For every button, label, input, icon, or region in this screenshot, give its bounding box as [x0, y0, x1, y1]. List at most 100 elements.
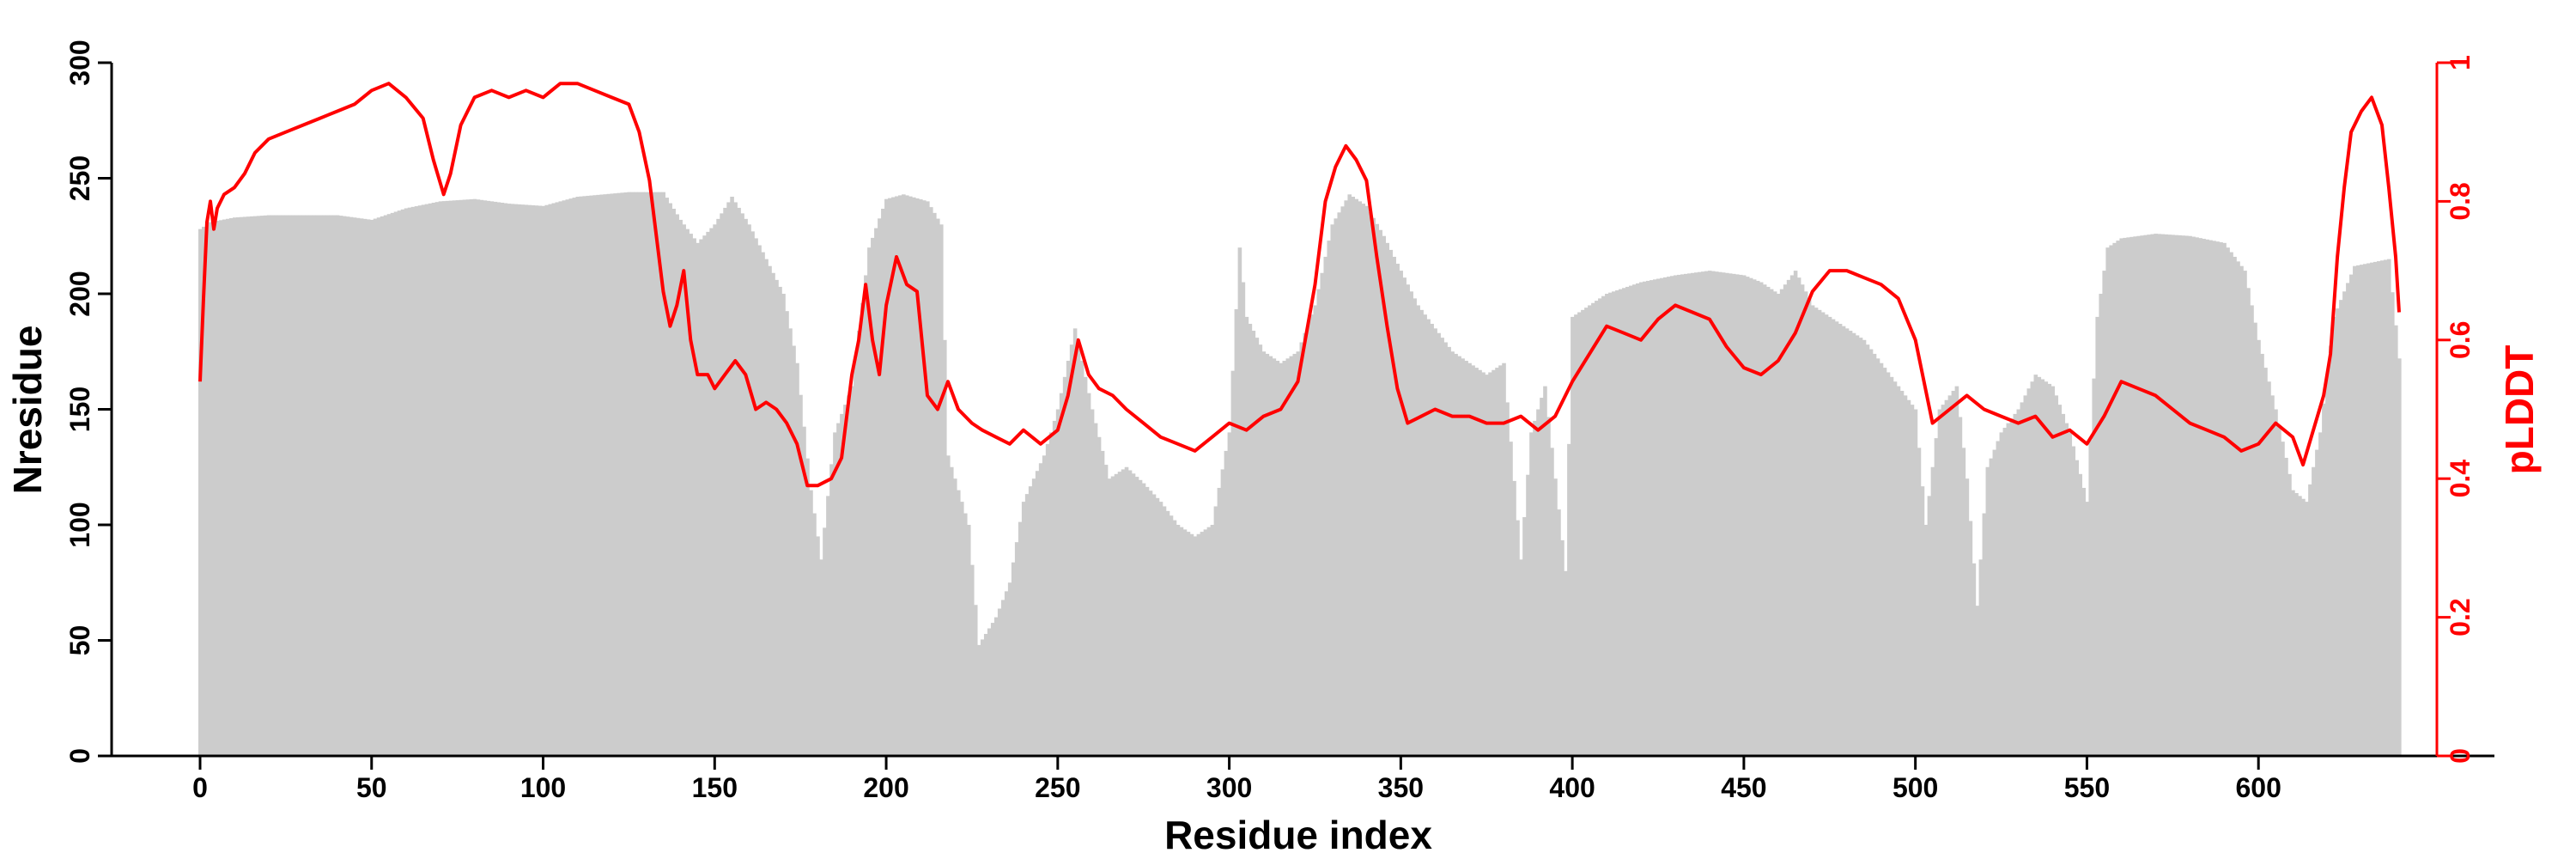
- nresidue-bar: [2294, 493, 2299, 756]
- nresidue-bar: [1789, 275, 1795, 757]
- nresidue-bar: [1086, 393, 1091, 756]
- nresidue-bar: [963, 513, 968, 756]
- nresidue-bar: [630, 192, 635, 756]
- nresidue-bar: [1478, 369, 1482, 756]
- nresidue-bar: [1996, 441, 2001, 756]
- nresidue-bar: [2033, 375, 2038, 756]
- nresidue-bar: [1430, 323, 1434, 756]
- nresidue-bar: [1454, 353, 1458, 756]
- nresidue-bar: [905, 195, 909, 757]
- nresidue-bar: [1193, 536, 1198, 756]
- nresidue-bar: [620, 192, 625, 757]
- nresidue-bar: [744, 218, 748, 757]
- nresidue-bar: [627, 192, 632, 756]
- nresidue-bar: [1097, 436, 1102, 756]
- nresidue-bar: [1110, 476, 1115, 756]
- nresidue-bar: [1738, 274, 1743, 756]
- nresidue-bar: [1529, 432, 1534, 756]
- nresidue-bar: [1378, 229, 1382, 756]
- nresidue-bar: [1615, 289, 1619, 757]
- nresidue-bar: [2198, 238, 2202, 756]
- nresidue-bar: [1186, 532, 1191, 756]
- nresidue-bar: [1121, 469, 1126, 756]
- nresidue-bar: [208, 222, 213, 756]
- nresidue-bar: [1447, 346, 1451, 756]
- nresidue-bar: [242, 216, 247, 757]
- nresidue-bar: [1409, 291, 1413, 756]
- nresidue-bar: [1906, 399, 1911, 756]
- nresidue-bar: [1693, 272, 1698, 756]
- nresidue-bar: [1117, 472, 1122, 756]
- nresidue-bar: [1540, 398, 1544, 756]
- nresidue-bar: [1944, 399, 1949, 756]
- nresidue-bar: [2167, 235, 2172, 756]
- nresidue-bar: [1779, 289, 1784, 756]
- y-right-tick-label: 0.6: [2445, 321, 2476, 359]
- nresidue-bar: [359, 218, 364, 756]
- nresidue-bar: [1800, 284, 1805, 756]
- nresidue-bar: [802, 426, 806, 756]
- nresidue-bar: [1855, 335, 1860, 756]
- nresidue-bar: [1741, 275, 1747, 757]
- nresidue-bar: [1622, 288, 1626, 756]
- nresidue-bar: [1838, 323, 1843, 756]
- nresidue-bar: [445, 200, 450, 757]
- nresidue-bar: [1676, 274, 1681, 756]
- nresidue-bar: [836, 423, 841, 756]
- nresidue-bar: [1234, 308, 1239, 756]
- nresidue-bar: [434, 202, 440, 756]
- nresidue-bar: [307, 215, 313, 757]
- nresidue-bar: [1899, 390, 1905, 756]
- nresidue-bar: [1492, 369, 1496, 756]
- nresidue-bar: [1745, 277, 1750, 757]
- nresidue-bar: [1285, 358, 1291, 756]
- nresidue-bar: [1364, 205, 1370, 756]
- nresidue-bar: [2105, 247, 2110, 756]
- nresidue-bar: [2342, 291, 2347, 756]
- x-tick-label: 500: [1893, 772, 1938, 803]
- nresidue-bar: [1079, 361, 1084, 756]
- nresidue-bar: [1683, 273, 1688, 756]
- nresidue-bar: [805, 458, 810, 756]
- nresidue-bar: [352, 217, 357, 757]
- nresidue-bar: [1141, 483, 1146, 756]
- nresidue-bar: [1982, 513, 1987, 756]
- nresidue-bar: [1717, 271, 1722, 757]
- nresidue-bar: [1710, 271, 1716, 756]
- nresidue-bar: [1707, 271, 1712, 757]
- nresidue-bar: [819, 559, 823, 756]
- nresidue-bar: [1419, 309, 1424, 757]
- nresidue-bar: [1848, 331, 1853, 756]
- nresidue-bar: [1495, 368, 1499, 756]
- nresidue-bar: [2075, 460, 2080, 756]
- nresidue-bar: [1796, 277, 1801, 756]
- nresidue-bar: [1858, 338, 1863, 756]
- nresidue-bar: [1296, 351, 1301, 756]
- nresidue-bar: [2047, 383, 2052, 756]
- y-right-axis-title: pLDDT: [2497, 345, 2542, 475]
- nresidue-bar: [1323, 256, 1328, 757]
- nresidue-bar: [1464, 361, 1468, 756]
- nresidue-bar: [2092, 378, 2097, 756]
- nresidue-bar: [1958, 417, 1963, 756]
- nresidue-bar: [1083, 376, 1088, 756]
- nresidue-bar: [1066, 361, 1071, 756]
- nresidue-bar: [1217, 487, 1222, 756]
- nresidue-bar: [441, 201, 447, 756]
- nresidue-bar: [1244, 316, 1249, 756]
- nresidue-bar: [898, 195, 902, 756]
- nresidue-bar: [1261, 351, 1267, 756]
- nresidue-bar: [902, 194, 906, 756]
- nresidue-bar: [2274, 409, 2278, 756]
- x-axis-title: Residue index: [1164, 813, 1432, 857]
- nresidue-bar: [644, 192, 648, 756]
- nresidue-bar: [969, 564, 975, 756]
- nresidue-bar: [1382, 235, 1386, 756]
- y-left-tick-label: 300: [64, 40, 95, 85]
- nresidue-bar: [2308, 484, 2312, 756]
- nresidue-bar: [246, 216, 251, 756]
- nresidue-bar: [527, 204, 532, 756]
- nresidue-bar: [2246, 288, 2251, 756]
- nresidue-bar: [1752, 279, 1757, 756]
- y-left-axis-title: Nresidue: [5, 326, 50, 495]
